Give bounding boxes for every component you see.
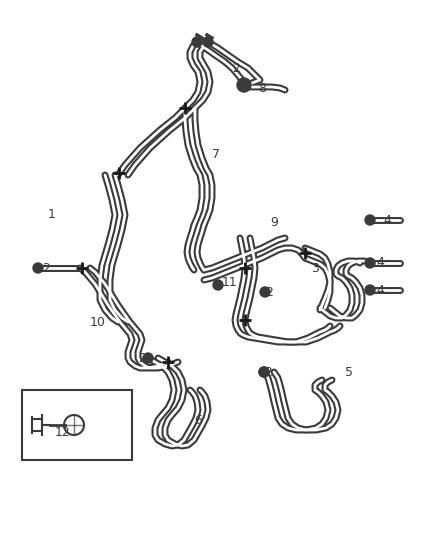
Text: 6: 6 [194, 414, 202, 426]
Circle shape [237, 78, 251, 92]
Text: 12: 12 [55, 425, 71, 439]
Text: 8: 8 [258, 82, 266, 94]
Bar [22, 390, 132, 460]
Text: 11: 11 [222, 276, 238, 288]
Text: 10: 10 [90, 317, 106, 329]
Text: 2: 2 [265, 286, 273, 298]
Text: 4: 4 [383, 214, 391, 227]
Circle shape [259, 367, 269, 377]
Text: 5: 5 [345, 366, 353, 378]
Text: 3: 3 [311, 262, 319, 274]
Circle shape [259, 367, 269, 377]
Circle shape [365, 285, 375, 295]
Circle shape [203, 37, 213, 47]
Text: 2: 2 [232, 61, 240, 75]
Circle shape [143, 353, 153, 363]
Text: 9: 9 [270, 215, 278, 229]
Text: 2: 2 [264, 366, 272, 378]
Circle shape [260, 287, 270, 297]
Circle shape [33, 263, 43, 273]
Text: 4: 4 [376, 284, 384, 296]
Circle shape [365, 258, 375, 268]
Text: 4: 4 [376, 256, 384, 270]
Text: 7: 7 [212, 149, 220, 161]
Text: 2: 2 [42, 262, 50, 274]
Text: 2: 2 [138, 351, 146, 365]
Text: 1: 1 [48, 208, 56, 222]
Circle shape [192, 37, 202, 47]
Circle shape [213, 280, 223, 290]
Circle shape [365, 215, 375, 225]
